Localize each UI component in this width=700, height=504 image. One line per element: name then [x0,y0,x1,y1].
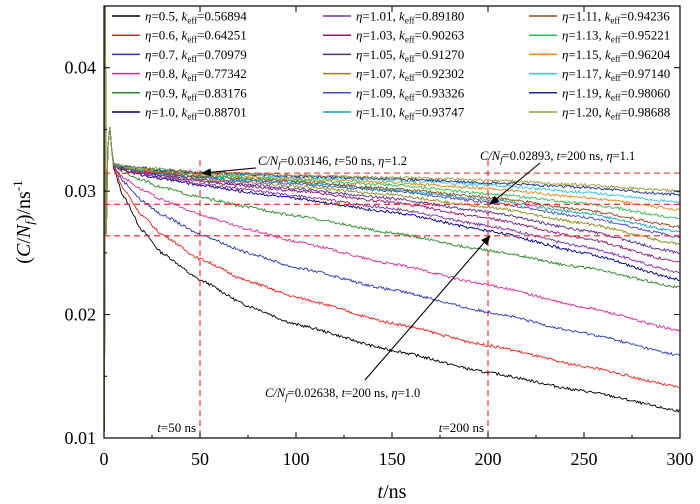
legend-label: η=1.19, keff=0.98060 [562,85,670,102]
legend-label: η=1.13, keff=0.95221 [562,28,670,45]
legend-label: η=0.8, keff=0.77342 [145,66,247,83]
annotation-arrow [201,167,257,177]
series-layer [103,5,680,432]
annotation-text: C/Nf=0.02893, t=200 ns, η=1.1 [480,149,635,165]
legend-label: η=1.10, keff=0.93747 [356,105,465,122]
legend-label: η=1.07, keff=0.92302 [356,66,464,83]
y-tick-label: 0.04 [65,58,97,78]
reference-vline-label: t=200 ns [439,420,484,435]
legend-label: η=0.9, keff=0.83176 [145,85,247,102]
legend-label: η=1.01, keff=0.89180 [356,9,464,26]
annotations: C/Nf=0.03146, t=50 ns, η=1.2 C/Nf=0.02893… [201,149,635,402]
series-line [103,5,680,432]
series-line [103,5,680,432]
legend: η=0.5, keff=0.56894 η=0.6, keff=0.64251 η=… [112,9,671,122]
x-tick-label: 100 [283,449,310,469]
legend-label: η=0.5, keff=0.56894 [145,9,247,26]
annotation-text: C/Nf=0.02638, t=200 ns, η=1.0 [265,386,420,402]
x-tick-label: 50 [191,449,209,469]
y-tick-label: 0.02 [65,305,97,325]
series-line [103,5,680,432]
series-line [103,5,680,432]
series-line [103,5,680,432]
series-line [103,5,680,432]
annotation-text: C/Nf=0.03146, t=50 ns, η=1.2 [258,154,407,170]
series-line [103,5,680,432]
y-axis-title: (C/Nf)/ns-1 [10,180,37,263]
reference-lines: t=50 ns t=200 ns [104,160,680,438]
x-axis-title: t/ns [378,481,407,503]
legend-label: η=1.15, keff=0.96204 [562,47,671,64]
legend-label: η=1.0, keff=0.88701 [145,105,247,122]
y-tick-label: 0.01 [65,428,97,448]
annotation-arrow [489,162,541,205]
legend-label: η=1.20, keff=0.98688 [562,105,670,122]
series-line [103,5,680,432]
legend-label: η=1.05, keff=0.91270 [356,47,464,64]
legend-label: η=1.09, keff=0.93326 [356,85,465,102]
x-tick-label: 0 [100,449,109,469]
x-tick-label: 200 [475,449,502,469]
x-tick-label: 300 [667,449,694,469]
x-tick-label: 150 [379,449,406,469]
annotation-arrow [364,235,491,381]
legend-label: η=0.6, keff=0.64251 [145,28,247,45]
legend-label: η=1.03, keff=0.90263 [356,28,464,45]
x-tick-label: 250 [571,449,598,469]
legend-label: η=0.7, keff=0.70979 [145,47,247,64]
series-line [103,5,680,432]
series-line [103,5,680,432]
reference-vline-label: t=50 ns [157,420,196,435]
legend-label: η=1.11, keff=0.94236 [562,9,670,26]
axes: 0 50 100 150 200 250 300 0.01 0.02 0.03 0.04 t/ns (C… [10,5,694,503]
legend-label: η=1.17, keff=0.97140 [562,66,670,83]
series-line [103,5,680,432]
y-tick-label: 0.03 [65,181,97,201]
